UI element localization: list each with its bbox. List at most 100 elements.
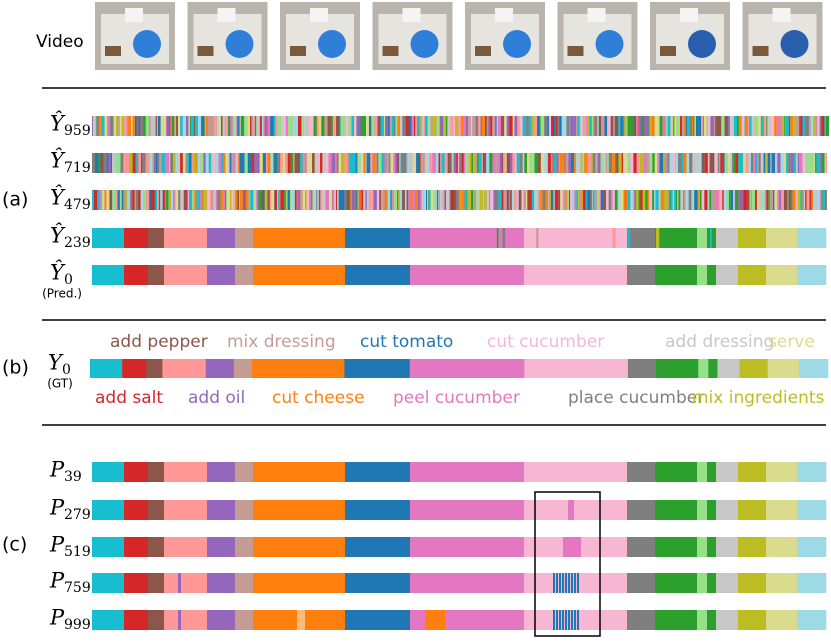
noise-stripe [636,116,638,136]
noise-stripe [115,190,118,210]
noise-stripe [330,116,333,136]
noise-stripe [205,190,207,210]
noise-stripe [510,190,512,210]
noise-stripe [131,153,133,173]
noise-stripe [489,153,493,173]
noise-stripe [496,228,499,248]
noise-stripe [211,190,215,210]
noise-stripe [720,153,723,173]
noise-stripe [600,190,604,210]
noise-stripe [496,116,499,136]
noise-stripe [350,190,353,210]
noise-stripe [470,116,473,136]
noise-stripe [369,190,372,210]
noise-stripe [157,190,159,210]
noise-stripe [580,153,583,173]
segment [556,610,558,630]
segment [739,359,768,378]
noise-stripe [459,153,462,173]
segment [524,462,628,482]
noise-stripe [501,116,505,136]
noise-stripe [282,153,286,173]
noise-stripe [224,116,229,136]
noise-stripe [366,190,370,210]
noise-stripe [433,190,437,210]
noise-stripe [627,116,631,136]
noise-stripe [280,116,283,136]
noise-stripe [228,116,231,136]
bowl [595,30,624,58]
noise-stripe [178,190,181,210]
noise-stripe [698,153,702,173]
noise-stripe [439,116,444,136]
noise-stripe [391,190,395,210]
noise-stripe [610,116,614,136]
noise-stripe [616,153,619,173]
noise-stripe [554,190,559,210]
noise-stripe [440,153,443,173]
noise-stripe [186,116,189,136]
noise-stripe [766,190,769,210]
segment [738,265,767,285]
noise-stripe [686,116,690,136]
noise-stripe [548,116,552,136]
segment [707,573,717,593]
noise-stripe [771,153,774,173]
noise-stripe [704,153,708,173]
segment [716,500,739,520]
noise-stripe [141,153,143,173]
noise-stripe [349,190,351,210]
noise-stripe [648,190,653,210]
noise-stripe [412,190,416,210]
noise-stripe [724,190,727,210]
noise-stripe [535,190,539,210]
noise-stripe [735,153,739,173]
noise-stripe [548,190,550,210]
noise-stripe [563,190,567,210]
noise-stripe [692,190,695,210]
segment [345,228,411,248]
noise-stripe [555,116,558,136]
noise-stripe [769,190,773,210]
noise-stripe [547,153,551,173]
noise-stripe [113,116,116,136]
noise-stripe [798,153,803,173]
noise-stripe [261,116,264,136]
noise-stripe [780,190,784,210]
noise-stripe [686,153,690,173]
noise-stripe [755,190,757,210]
segment [798,359,829,378]
noise-stripe [683,153,687,173]
noise-stripe [569,190,571,210]
noise-stripe [450,116,454,136]
noise-stripe [314,153,319,173]
noise-stripe [213,116,217,136]
noise-stripe [667,153,670,173]
noise-stripe [353,190,357,210]
noise-stripe [809,190,812,210]
segment [766,610,798,630]
noise-stripe [707,116,711,136]
noise-stripe [815,153,817,173]
noise-stripe [757,116,761,136]
noise-stripe [390,153,394,173]
noise-stripe [685,190,689,210]
noise-stripe [381,153,385,173]
noise-stripe [267,153,271,173]
noise-stripe [130,116,133,136]
noise-stripe [394,116,396,136]
noise-stripe [805,153,809,173]
noise-stripe [612,190,615,210]
noise-stripe [363,116,366,136]
panel-label: (a) [2,189,28,211]
noise-stripe [817,116,820,136]
noise-stripe [768,190,770,210]
noise-stripe [659,116,663,136]
noise-stripe [174,116,177,136]
noise-stripe [744,116,746,136]
segment [207,573,236,593]
noise-stripe [486,190,490,210]
noise-stripe [701,116,703,136]
noise-stripe [412,153,417,173]
noise-stripe [488,116,491,136]
